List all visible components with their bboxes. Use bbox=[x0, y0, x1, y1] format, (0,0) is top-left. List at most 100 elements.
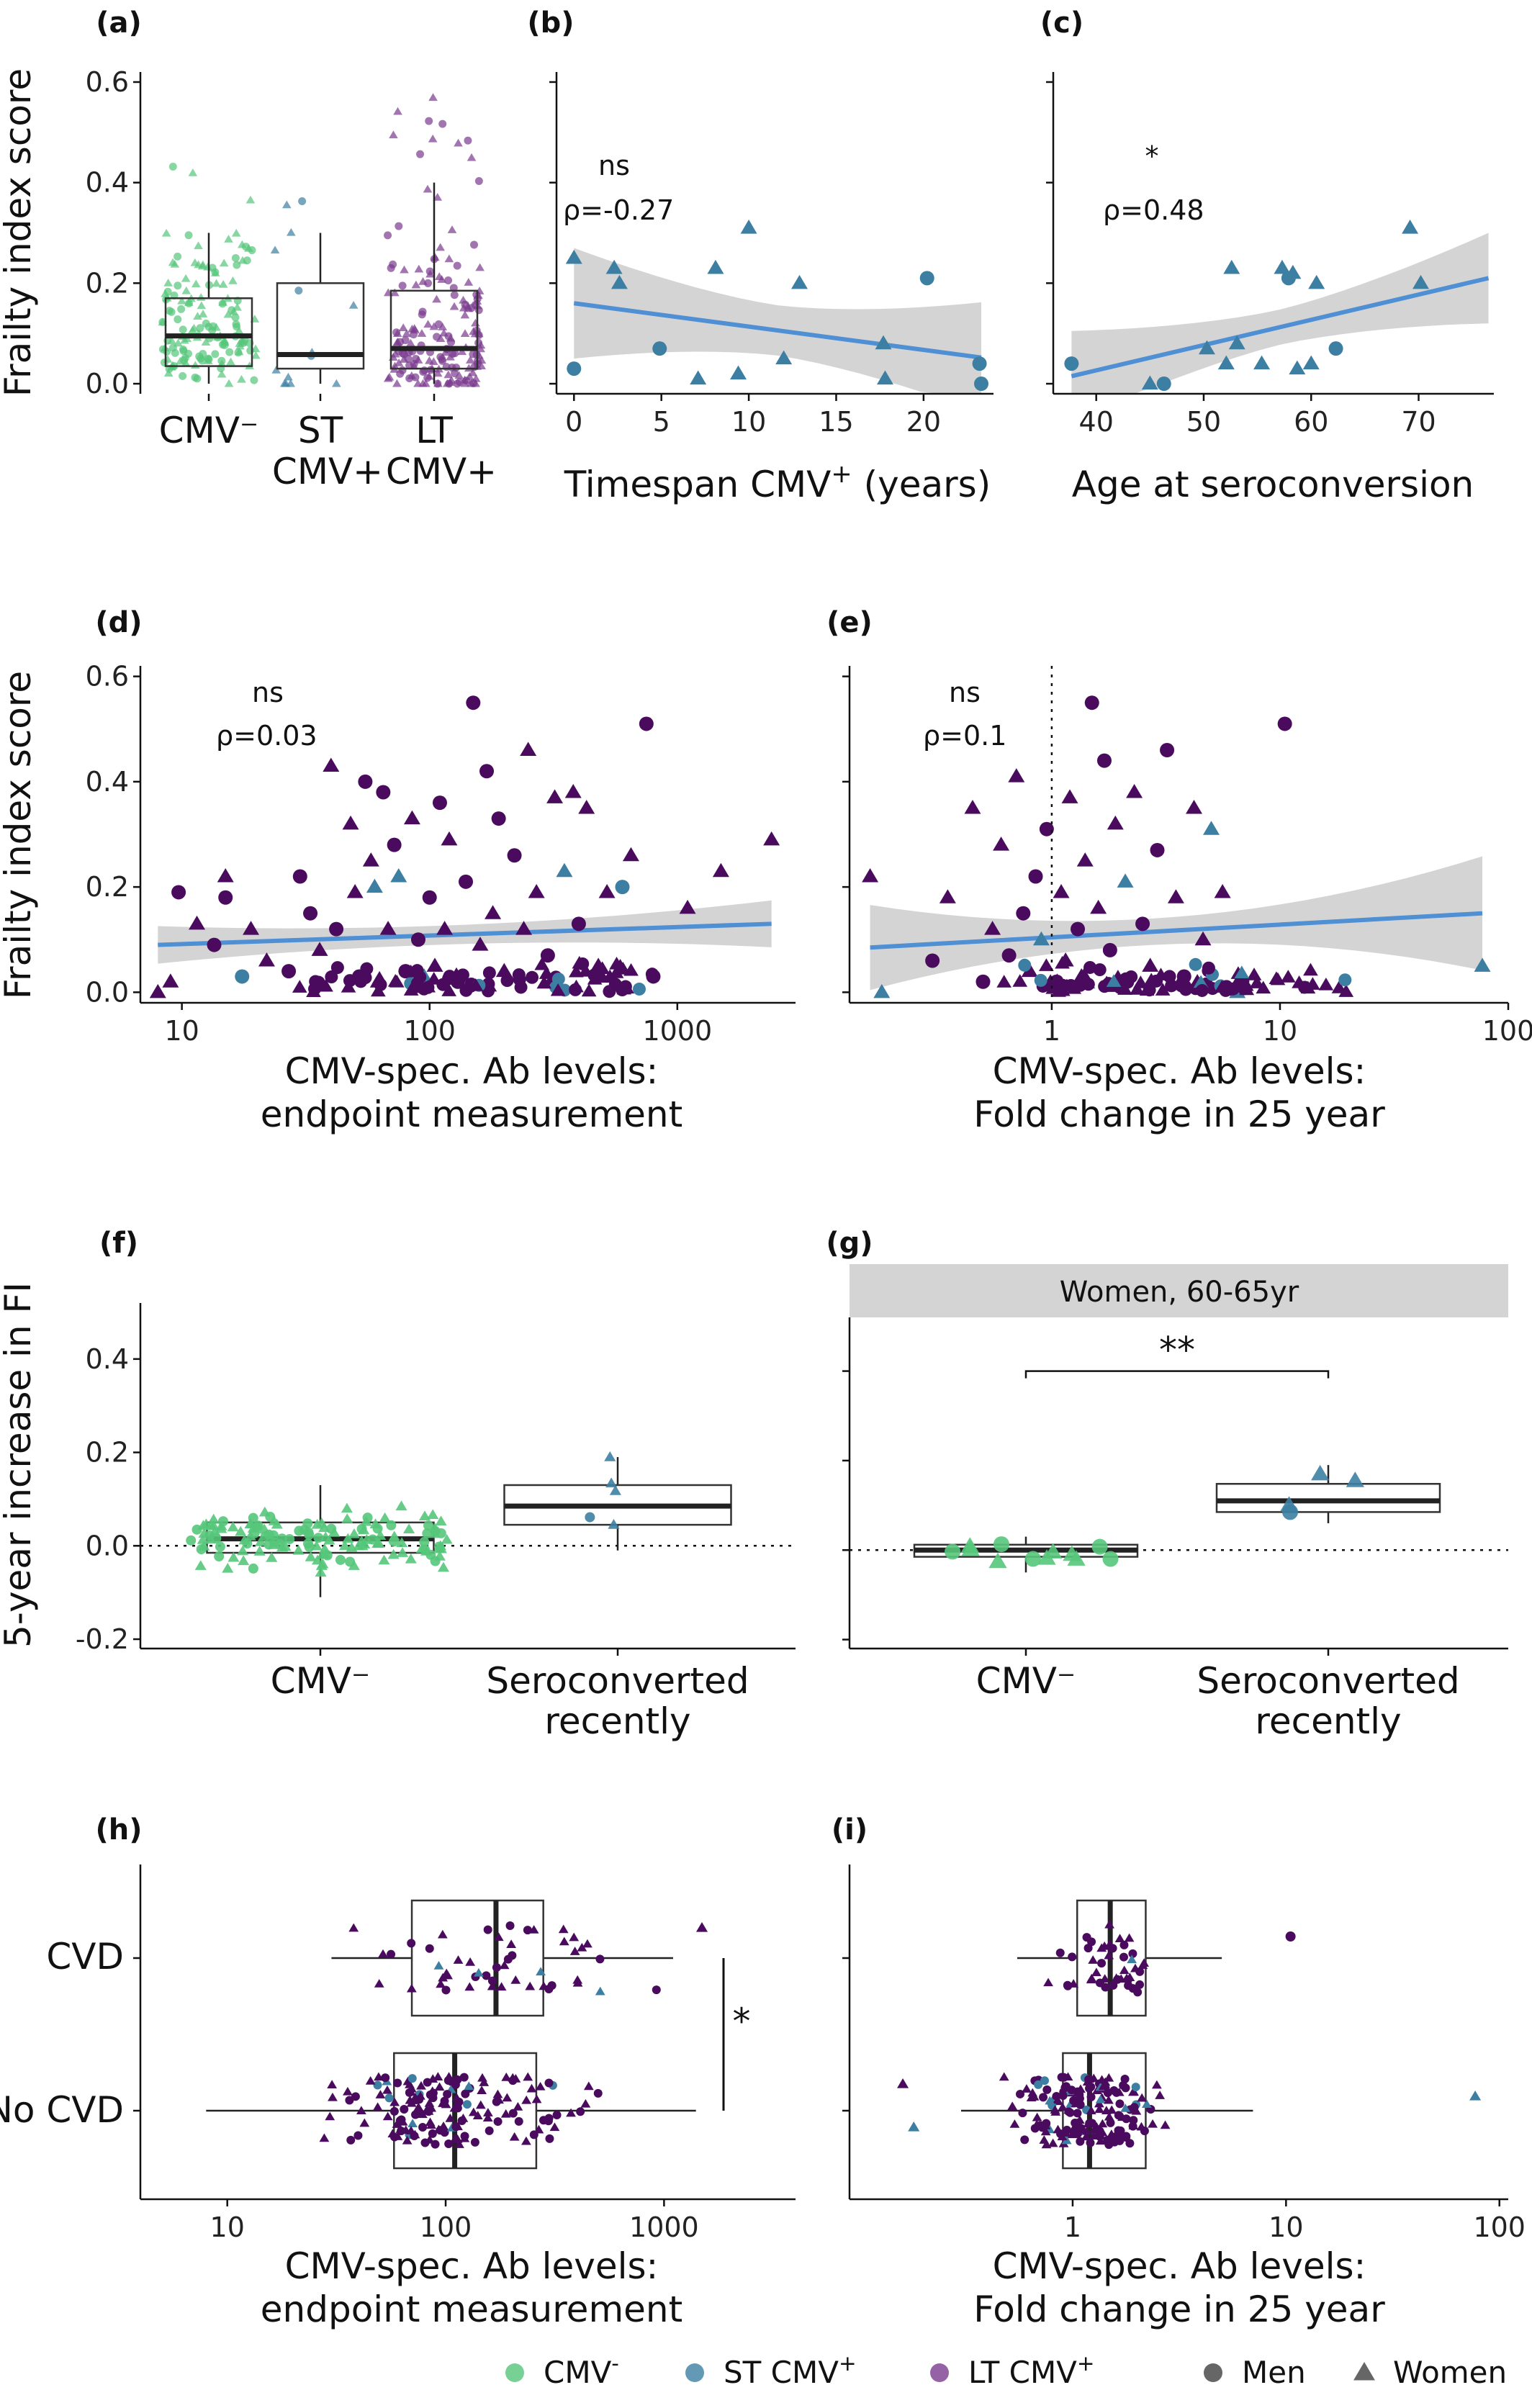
data-point bbox=[353, 972, 367, 986]
data-point bbox=[342, 815, 359, 830]
data-point bbox=[1277, 716, 1292, 731]
a-point bbox=[389, 130, 398, 139]
data-point bbox=[1039, 958, 1054, 971]
data-point bbox=[1338, 973, 1352, 987]
data-point bbox=[1217, 355, 1235, 370]
data-point bbox=[462, 2100, 472, 2109]
data-point bbox=[1156, 376, 1171, 392]
data-point bbox=[999, 2072, 1009, 2081]
data-point bbox=[1140, 2127, 1149, 2136]
data-point bbox=[499, 1960, 510, 1970]
data-point bbox=[1151, 2080, 1162, 2089]
data-point bbox=[432, 795, 447, 811]
data-point bbox=[1073, 2129, 1082, 2139]
a-point bbox=[390, 361, 400, 370]
x-tick-label: 10 bbox=[731, 406, 766, 438]
data-point bbox=[387, 2129, 398, 2138]
data-point bbox=[315, 1566, 327, 1577]
a-point bbox=[211, 268, 220, 276]
data-point bbox=[1093, 963, 1107, 977]
data-point bbox=[485, 2126, 494, 2135]
panel-label-b: (b) bbox=[527, 6, 574, 40]
data-point bbox=[465, 1957, 476, 1966]
data-point bbox=[1120, 2075, 1130, 2084]
data-point bbox=[459, 2133, 470, 2142]
data-point bbox=[580, 2098, 591, 2108]
a-box bbox=[164, 297, 253, 367]
a-point bbox=[438, 356, 447, 365]
data-point bbox=[1084, 2075, 1094, 2084]
data-point bbox=[358, 774, 373, 789]
data-point bbox=[1016, 906, 1031, 921]
a-point bbox=[460, 310, 470, 319]
data-point bbox=[366, 878, 383, 893]
a-point bbox=[465, 356, 475, 364]
a-point bbox=[284, 372, 293, 381]
a-point bbox=[234, 326, 244, 335]
data-point bbox=[690, 370, 707, 385]
data-point bbox=[362, 852, 379, 867]
data-point bbox=[393, 2078, 402, 2088]
a-point bbox=[460, 329, 470, 337]
data-point bbox=[374, 1979, 384, 1988]
data-point bbox=[1053, 2124, 1063, 2134]
a-point bbox=[184, 298, 194, 306]
x-tick-label: 10 bbox=[210, 2211, 245, 2243]
data-point bbox=[1214, 883, 1231, 898]
data-point bbox=[602, 969, 618, 983]
data-point bbox=[1131, 2083, 1140, 2092]
a-point bbox=[467, 153, 477, 161]
confidence-band bbox=[1071, 233, 1489, 394]
data-point bbox=[415, 2109, 425, 2118]
data-point bbox=[388, 1530, 400, 1541]
data-point bbox=[576, 957, 590, 970]
data-point bbox=[875, 335, 892, 350]
y-tick-label: 0.0 bbox=[86, 1530, 129, 1561]
a-point bbox=[428, 134, 438, 143]
data-point bbox=[1021, 962, 1038, 978]
data-point bbox=[258, 952, 275, 967]
significance-d: ns bbox=[252, 677, 284, 708]
data-point bbox=[198, 1528, 210, 1538]
data-point bbox=[426, 971, 442, 985]
data-point bbox=[695, 1921, 708, 1932]
data-point bbox=[1083, 960, 1097, 974]
data-point bbox=[443, 2090, 452, 2099]
data-point bbox=[1061, 789, 1078, 803]
data-point bbox=[513, 2101, 523, 2111]
data-point bbox=[242, 1538, 253, 1549]
data-point bbox=[740, 220, 757, 234]
data-point bbox=[1128, 1949, 1137, 1958]
data-point bbox=[426, 957, 443, 972]
data-point bbox=[405, 2087, 416, 2096]
x-tick-label: 60 bbox=[1294, 406, 1328, 438]
data-point bbox=[372, 2102, 383, 2111]
a-point bbox=[471, 374, 481, 382]
data-point bbox=[1238, 982, 1251, 996]
data-point bbox=[215, 1541, 225, 1552]
data-point bbox=[775, 350, 793, 365]
legend-marker bbox=[505, 2363, 524, 2382]
y-category-label: CVD bbox=[46, 1936, 124, 1978]
data-point bbox=[442, 972, 456, 986]
data-point bbox=[496, 1982, 507, 1991]
data-point bbox=[428, 2129, 437, 2138]
y-tick-label: 0.0 bbox=[86, 976, 129, 1008]
data-point bbox=[1088, 1955, 1099, 1964]
data-point bbox=[1032, 2112, 1042, 2121]
data-point bbox=[1119, 1965, 1130, 1975]
a-y-tick-label: 0.6 bbox=[86, 66, 129, 98]
data-point bbox=[437, 1561, 450, 1572]
data-point bbox=[1018, 958, 1032, 972]
data-point bbox=[328, 2092, 338, 2101]
data-point bbox=[446, 2077, 456, 2086]
data-point bbox=[433, 2072, 443, 2081]
data-point bbox=[1178, 979, 1191, 993]
data-point bbox=[1223, 259, 1240, 274]
box bbox=[1215, 1482, 1441, 1513]
data-point bbox=[536, 975, 552, 989]
data-point bbox=[441, 831, 458, 846]
data-point bbox=[1028, 869, 1043, 884]
a-point bbox=[193, 374, 202, 383]
data-point bbox=[403, 1523, 415, 1534]
